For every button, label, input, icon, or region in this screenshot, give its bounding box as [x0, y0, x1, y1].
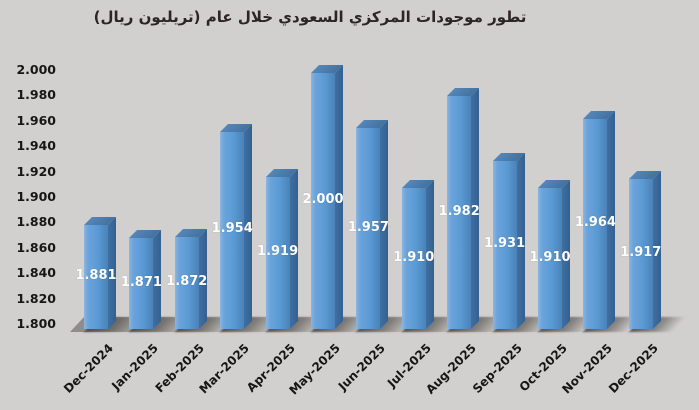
- bar-value-label: 1.954: [211, 221, 253, 237]
- bar-value-label: 1.957: [347, 219, 389, 235]
- bar-front-face: [84, 225, 108, 329]
- y-axis-tick-label: 1.820: [16, 290, 56, 306]
- y-axis-tick-label: 1.840: [16, 265, 56, 281]
- y-axis-tick-label: 1.940: [16, 138, 56, 154]
- y-axis-tick-label: 1.920: [16, 163, 56, 179]
- y-axis-tick-label: 1.800: [16, 316, 56, 331]
- chart-title: تطور موجودات المركزي السعودي خلال عام (ت…: [93, 8, 527, 26]
- bar-Dec-2025: [628, 171, 661, 329]
- bar-Jan-2025: [129, 230, 162, 329]
- y-axis-tick-label: 1.860: [16, 239, 56, 255]
- bar-Aug-2025: [447, 88, 480, 329]
- bar-value-label: 1.931: [484, 236, 526, 252]
- bar-front-face: [401, 188, 426, 329]
- bar-Feb-2025: [174, 228, 207, 329]
- bar-value-label: 1.871: [120, 274, 162, 290]
- bar-front-face: [311, 73, 335, 329]
- bar-Dec-2024: [84, 217, 116, 329]
- y-axis-tick-label: 1.980: [16, 87, 56, 103]
- bar-May-2025: [311, 65, 343, 329]
- bar-front-face: [174, 236, 199, 329]
- bar-value-label: 1.872: [166, 273, 208, 289]
- bar-front-face: [220, 131, 245, 329]
- bar-Nov-2025: [583, 111, 616, 329]
- bar-Apr-2025: [265, 168, 298, 329]
- bar-front-face: [538, 188, 562, 329]
- bar-front-face: [628, 179, 653, 329]
- bar-value-label: 1.917: [620, 245, 662, 261]
- bar-Sep-2025: [492, 153, 525, 329]
- bar-value-label: 1.919: [257, 243, 299, 259]
- bar-value-label: 1.982: [438, 203, 480, 219]
- bar-front-face: [447, 96, 472, 329]
- bar-front-face: [265, 176, 290, 329]
- bar-front-face: [583, 119, 608, 329]
- bar-front-face: [356, 128, 381, 329]
- bar-front-face: [129, 238, 154, 329]
- bar-value-label: 1.881: [75, 268, 117, 284]
- bar-value-label: 1.964: [574, 215, 616, 231]
- bar-Jun-2025: [356, 120, 389, 329]
- bar-value-label: 2.000: [302, 192, 344, 207]
- bar-Oct-2025: [538, 180, 570, 329]
- y-axis-tick-label: 1.880: [16, 214, 56, 230]
- bar-value-label: 1.910: [529, 249, 571, 265]
- bar-front-face: [492, 161, 517, 329]
- y-axis-tick-label: 2.000: [16, 62, 56, 77]
- bar-value-label: 1.910: [393, 249, 435, 265]
- y-axis-tick-label: 1.960: [16, 112, 56, 128]
- bar-Jul-2025: [401, 180, 434, 329]
- y-axis-tick-label: 1.900: [16, 189, 56, 204]
- bar-Mar-2025: [220, 123, 253, 329]
